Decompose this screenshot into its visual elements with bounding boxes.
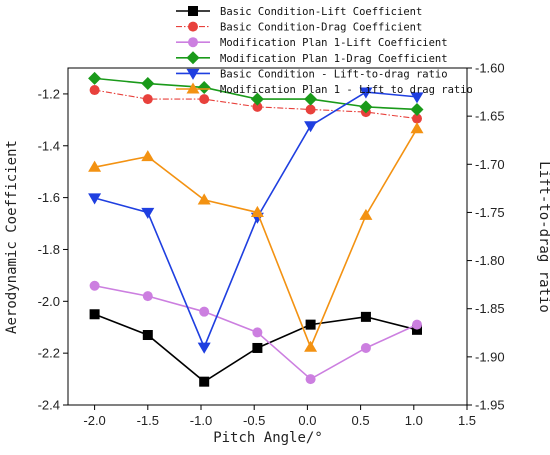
data-point	[88, 193, 102, 205]
series-6	[88, 122, 424, 352]
data-point	[141, 77, 155, 91]
data-point	[142, 94, 153, 105]
data-point	[359, 208, 373, 220]
x-tick-label: 0.0	[298, 413, 316, 428]
legend-marker	[188, 6, 198, 16]
legend-entry: Modification Plan 1-Drag Coefficient	[176, 51, 448, 65]
data-point	[304, 340, 318, 352]
y-left-tick-label: -1.4	[38, 138, 60, 153]
data-point	[250, 92, 264, 106]
data-point	[359, 87, 373, 99]
y-right-tick-label: -1.90	[475, 349, 505, 364]
data-point	[197, 193, 211, 205]
x-tick-label: 1.5	[458, 413, 476, 428]
x-axis-title: Pitch Angle/°	[213, 430, 323, 446]
legend-marker	[188, 21, 198, 32]
data-point	[142, 291, 153, 302]
legend-marker	[186, 51, 200, 65]
data-point	[88, 160, 102, 172]
legend-label: Basic Condition-Lift Coefficient	[220, 6, 422, 18]
y-right-tick-label: -1.95	[475, 398, 505, 413]
data-point	[304, 92, 318, 106]
series-5	[88, 87, 424, 354]
x-tick-label: -0.5	[243, 413, 265, 428]
legend-entry: Basic Condition-Lift Coefficient	[176, 6, 422, 18]
y-left-tick-label: -1.8	[38, 242, 60, 257]
data-point	[88, 71, 102, 85]
x-tick-label: -2.0	[83, 413, 105, 428]
data-point	[411, 319, 422, 330]
data-point	[89, 309, 100, 320]
data-point	[141, 150, 155, 162]
x-tick-label: -1.0	[190, 413, 212, 428]
legend-label: Modification Plan 1 - Lift to drag ratio	[220, 84, 473, 96]
data-point	[89, 280, 100, 291]
y-right-tick-label: -1.70	[475, 157, 505, 172]
data-point	[359, 100, 373, 114]
data-point	[199, 94, 210, 105]
legend-entry: Modification Plan 1 - Lift to drag ratio	[176, 82, 473, 96]
x-tick-label: 0.5	[352, 413, 370, 428]
data-point	[304, 121, 318, 133]
y-left-tick-label: -1.2	[38, 86, 60, 101]
legend-entry: Modification Plan 1-Lift Coefficient	[176, 37, 448, 49]
plot-frame	[67, 67, 468, 406]
legend-entry: Basic Condition - Lift-to-drag ratio	[176, 68, 448, 80]
series-layer	[88, 71, 424, 387]
data-point	[141, 207, 155, 219]
data-point	[411, 324, 422, 335]
data-point	[252, 342, 263, 353]
data-point	[305, 319, 316, 330]
series-1	[89, 309, 422, 387]
data-point	[252, 327, 263, 338]
data-point	[199, 376, 210, 387]
data-point	[305, 374, 316, 385]
legend: Basic Condition-Lift Coefficient Basic Co…	[176, 6, 473, 96]
axes-layer	[67, 67, 468, 406]
data-point	[360, 311, 371, 322]
data-point	[197, 80, 211, 94]
data-point	[411, 113, 422, 124]
x-tick-label: -1.5	[137, 413, 159, 428]
data-point	[410, 122, 424, 134]
data-point	[142, 330, 153, 341]
legend-entry: Basic Condition-Drag Coefficient	[176, 21, 422, 34]
y-left-tick-label: -2.4	[38, 398, 60, 413]
y-axis-right-title: Lift-to-drag ratio	[536, 161, 550, 313]
data-point	[410, 92, 424, 104]
y-right-tick-label: -1.75	[475, 205, 505, 220]
legend-marker	[186, 82, 200, 94]
legend-label: Modification Plan 1-Drag Coefficient	[220, 53, 448, 65]
data-point	[199, 306, 210, 317]
y-left-tick-label: -1.6	[38, 190, 60, 205]
y-right-tick-label: -1.65	[475, 109, 505, 124]
y-right-tick-label: -1.85	[475, 301, 505, 316]
data-point	[252, 101, 263, 112]
x-tick-label: 1.0	[405, 413, 423, 428]
data-point	[410, 102, 424, 116]
y-right-tick-label: -1.80	[475, 253, 505, 268]
y-left-tick-label: -2.2	[38, 346, 60, 361]
data-point	[360, 342, 371, 353]
legend-label: Modification Plan 1-Lift Coefficient	[220, 37, 448, 49]
legend-label: Basic Condition - Lift-to-drag ratio	[220, 68, 448, 80]
data-point	[197, 342, 211, 354]
y-left-tick-label: -2.0	[38, 294, 60, 309]
legend-label: Basic Condition-Drag Coefficient	[220, 22, 422, 34]
data-point	[89, 85, 100, 96]
series-4	[88, 71, 424, 116]
series-3	[89, 280, 422, 385]
data-point	[250, 205, 264, 217]
y-right-tick-label: -1.60	[475, 61, 505, 76]
legend-marker	[188, 37, 198, 48]
legend-marker	[186, 68, 200, 80]
ticks-layer: -2.0 -1.5 -1.0 -0.5 0.0 0.5 1.0 1.5 -2.4 -2.2 -2.0…	[38, 61, 505, 429]
data-point	[305, 104, 316, 115]
y-axis-left-title: Aerodynamic Coefficient	[4, 140, 20, 334]
